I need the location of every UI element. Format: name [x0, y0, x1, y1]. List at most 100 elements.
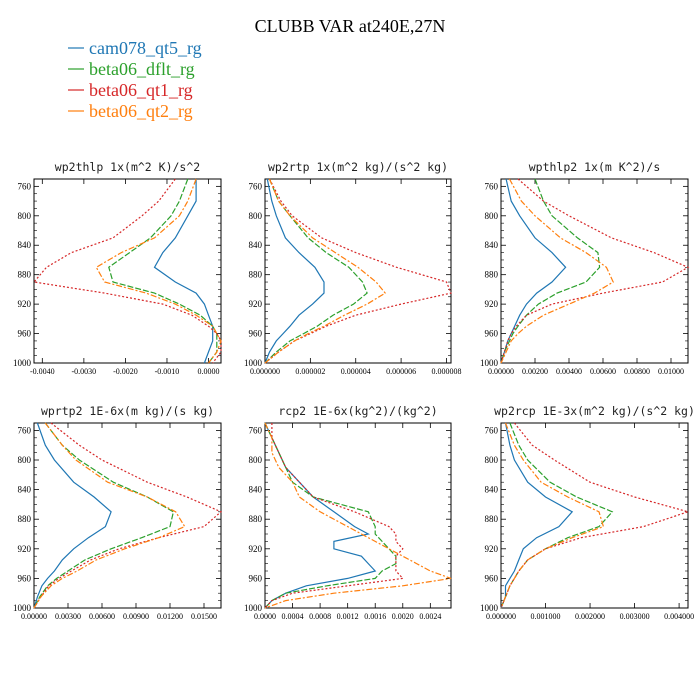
x-tick-label: 0.01200 — [157, 612, 183, 621]
legend-label: beta06_qt2_rg — [89, 101, 193, 121]
y-tick-label: 960 — [249, 573, 263, 583]
x-tick-label: 0.0020 — [392, 612, 414, 621]
x-tick-label: -0.0020 — [113, 367, 138, 376]
series-line — [264, 422, 377, 609]
y-tick-label: 760 — [485, 425, 499, 435]
x-tick-label: 0.002000 — [575, 612, 605, 621]
x-tick-label: 0.01000 — [658, 367, 684, 376]
chart-panel: wpthlp2 1x(m K^2)/s 760 800 840 880 920 960 100… — [480, 160, 690, 376]
series-line — [264, 178, 452, 364]
x-tick-label: 0.003000 — [620, 612, 650, 621]
chart-panel: wp2rtp 1x(m^2 kg)/(s^2 kg) 760 800 840 880 92… — [244, 160, 461, 376]
x-tick-label: 0.000000 — [250, 367, 280, 376]
series-line — [264, 422, 452, 609]
series-line — [108, 178, 218, 364]
y-tick-label: 760 — [249, 181, 263, 191]
panel-title: wpthlp2 1x(m K^2)/s — [529, 160, 661, 174]
x-tick-label: 0.000004 — [341, 367, 371, 376]
chart-panel: wprtp2 1E-6x(m kg)/(s kg) 760 800 840 880 920… — [13, 404, 223, 621]
x-tick-label: 0.0000 — [198, 367, 220, 376]
series-line — [500, 178, 690, 364]
series-line — [500, 422, 614, 609]
x-tick-label: 0.0012 — [337, 612, 359, 621]
plot-frame — [500, 422, 689, 609]
panels: wp2thlp 1x(m^2 K)/s^2 760 800 840 880 920 960 1… — [13, 160, 695, 621]
legend-item: cam078_qt5_rg — [68, 38, 202, 58]
y-tick-label: 1000 — [480, 603, 499, 613]
legend-label: cam078_qt5_rg — [89, 38, 202, 58]
series-line — [264, 178, 325, 364]
x-tick-label: 0.004000 — [664, 612, 694, 621]
y-tick-label: 1000 — [13, 358, 32, 368]
series-line — [33, 422, 223, 609]
legend-item: beta06_dflt_rg — [68, 59, 195, 79]
x-tick-label: 0.00800 — [624, 367, 650, 376]
y-tick-label: 960 — [18, 573, 32, 583]
x-tick-label: 0.00000 — [21, 612, 47, 621]
legend-label: beta06_dflt_rg — [89, 59, 195, 79]
legend-label: beta06_qt1_rg — [89, 80, 193, 100]
x-tick-label: 0.00400 — [556, 367, 582, 376]
x-tick-label: 0.00200 — [522, 367, 548, 376]
y-tick-label: 920 — [485, 544, 499, 554]
x-tick-label: -0.0040 — [30, 367, 55, 376]
x-tick-label: 0.01500 — [191, 612, 217, 621]
x-tick-label: 0.000000 — [486, 612, 516, 621]
y-tick-label: 960 — [485, 573, 499, 583]
x-tick-label: 0.0008 — [309, 612, 331, 621]
y-tick-label: 880 — [485, 514, 499, 524]
series-line — [264, 423, 405, 609]
y-tick-label: 800 — [249, 455, 263, 465]
y-tick-label: 920 — [18, 299, 32, 309]
legend: cam078_qt5_rg beta06_dflt_rg beta06_qt1_… — [68, 38, 202, 121]
y-tick-label: 760 — [249, 425, 263, 435]
y-tick-label: 960 — [485, 329, 499, 339]
y-tick-label: 800 — [18, 211, 32, 221]
plot-frame — [33, 178, 222, 364]
plot-frame — [500, 178, 689, 364]
y-tick-label: 840 — [249, 240, 263, 250]
series-line — [500, 178, 601, 364]
y-tick-label: 800 — [249, 211, 263, 221]
y-tick-label: 840 — [249, 485, 263, 495]
y-tick-label: 1000 — [244, 358, 263, 368]
series-line — [95, 178, 222, 364]
x-tick-label: 0.00900 — [123, 612, 149, 621]
y-tick-label: 840 — [18, 240, 32, 250]
plot-frame — [264, 178, 452, 364]
y-tick-label: 880 — [249, 514, 263, 524]
plot-frame — [33, 422, 222, 609]
y-tick-label: 840 — [485, 240, 499, 250]
y-tick-label: 1000 — [480, 358, 499, 368]
y-tick-label: 880 — [485, 270, 499, 280]
y-tick-label: 1000 — [13, 603, 32, 613]
x-tick-label: 0.0000 — [254, 612, 276, 621]
y-tick-label: 800 — [18, 455, 32, 465]
x-tick-label: 0.00600 — [590, 367, 616, 376]
series-line — [32, 178, 222, 364]
legend-item: beta06_qt2_rg — [68, 101, 193, 121]
panel-title: wp2thlp 1x(m^2 K)/s^2 — [55, 160, 200, 174]
x-tick-label: 0.0024 — [419, 612, 441, 621]
y-tick-label: 920 — [485, 299, 499, 309]
panel-title: wp2rcp 1E-3x(m^2 kg)/(s^2 kg) — [494, 404, 695, 418]
y-tick-label: 920 — [18, 544, 32, 554]
panel-title: wprtp2 1E-6x(m kg)/(s kg) — [41, 404, 214, 418]
series-line — [500, 178, 614, 364]
series-line — [33, 422, 112, 609]
y-tick-label: 880 — [18, 270, 32, 280]
x-tick-label: -0.0030 — [72, 367, 97, 376]
chart-panel: wp2thlp 1x(m^2 K)/s^2 760 800 840 880 920 960 1… — [13, 160, 222, 376]
series-line — [264, 178, 368, 364]
y-tick-label: 960 — [249, 329, 263, 339]
chart-panel: rcp2 1E-6x(kg^2)/(kg^2) 760 800 840 880 920 96… — [244, 404, 452, 621]
series-line — [500, 422, 605, 609]
x-tick-label: 0.00600 — [89, 612, 115, 621]
series-line — [33, 422, 186, 609]
x-tick-label: 0.0004 — [282, 612, 304, 621]
y-tick-label: 800 — [485, 455, 499, 465]
x-tick-label: 0.0016 — [364, 612, 386, 621]
x-tick-label: -0.0010 — [155, 367, 180, 376]
legend-item: beta06_qt1_rg — [68, 80, 193, 100]
